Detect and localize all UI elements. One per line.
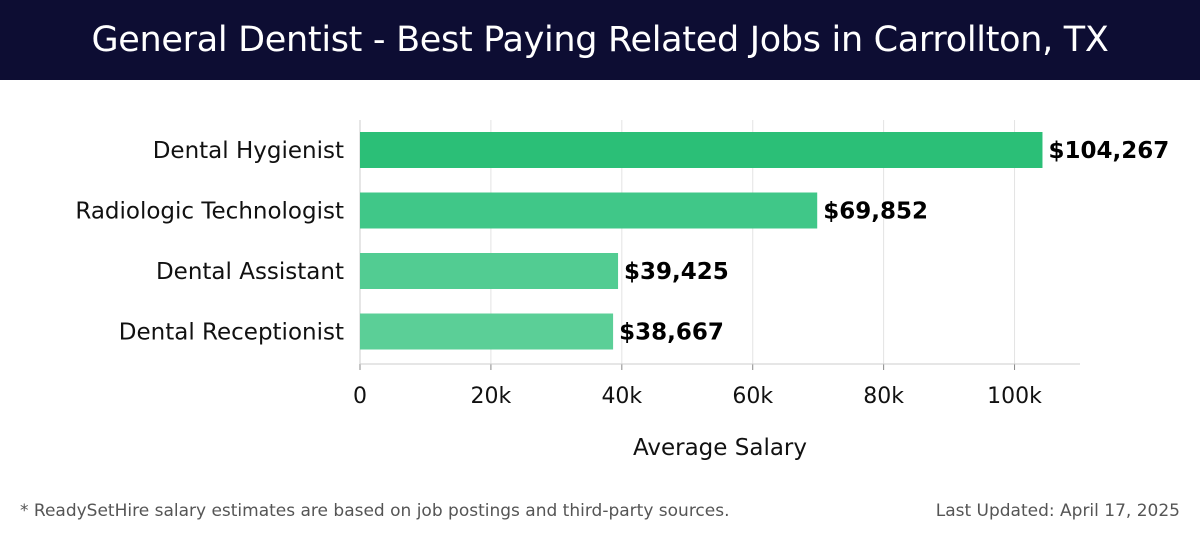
value-label: $104,267 — [1048, 138, 1169, 164]
category-label: Dental Assistant — [156, 259, 344, 285]
bar — [360, 313, 614, 350]
bar — [360, 192, 818, 229]
x-tick-label: 80k — [863, 384, 904, 409]
chart-title: General Dentist - Best Paying Related Jo… — [91, 20, 1109, 60]
bar-chart: 0 20k 40k 60k 80k 100k Dental Hygienist $104,26… — [75, 120, 1169, 461]
value-label: $69,852 — [823, 199, 928, 225]
category-label: Dental Hygienist — [153, 138, 344, 164]
value-label: $39,425 — [624, 259, 729, 285]
bars — [360, 132, 1043, 350]
footnote: * ReadySetHire salary estimates are base… — [20, 501, 730, 521]
last-updated: Last Updated: April 17, 2025 — [935, 501, 1180, 521]
value-label: $38,667 — [619, 320, 724, 346]
x-tick-label: 0 — [353, 384, 367, 409]
x-tick-label: 60k — [732, 384, 773, 409]
category-label: Radiologic Technologist — [75, 199, 344, 225]
x-tick-label: 20k — [471, 384, 512, 409]
labels: 0 20k 40k 60k 80k 100k Dental Hygienist $104,26… — [75, 138, 1169, 461]
bar — [360, 132, 1043, 168]
x-tick-label: 40k — [601, 384, 642, 409]
bar — [360, 253, 619, 289]
x-tick-label: 100k — [987, 384, 1042, 409]
x-axis-title: Average Salary — [633, 435, 807, 461]
category-label: Dental Receptionist — [119, 320, 344, 346]
title-banner: General Dentist - Best Paying Related Jo… — [0, 0, 1200, 80]
